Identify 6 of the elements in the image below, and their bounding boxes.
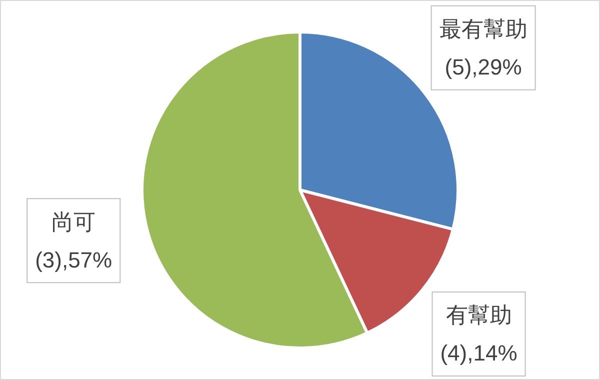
data-label: (4),14% <box>440 340 518 366</box>
slice-label: 最有幫助 <box>439 16 528 42</box>
data-label: (5),29% <box>444 54 522 80</box>
data-label: (3),57% <box>35 247 112 272</box>
slice-label: 有幫助 <box>446 302 512 328</box>
slice-label: 尚可 <box>52 209 96 234</box>
